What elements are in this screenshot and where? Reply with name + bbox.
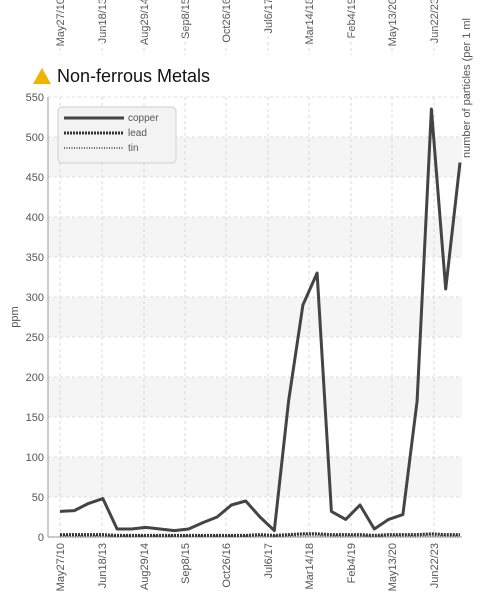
y-tick-label: 250 — [26, 332, 44, 344]
top-strip-tick-label: Aug29/14 — [139, 0, 151, 45]
x-tick-label: May13/20 — [387, 543, 399, 591]
series-line-tin — [60, 534, 460, 538]
top-strip-side-label: number of particles (per 1 ml — [461, 18, 473, 158]
y-tick-label: 450 — [26, 172, 44, 184]
x-tick-label: Jun18/13 — [97, 543, 109, 588]
y-tick-label: 350 — [26, 252, 44, 264]
y-tick-label: 0 — [38, 532, 44, 544]
y-tick-label: 500 — [26, 132, 44, 144]
warning-triangle-icon — [33, 68, 51, 84]
chart-title: Non-ferrous Metals — [57, 66, 210, 86]
top-strip-tick-label: May27/10 — [55, 0, 67, 46]
grid-band — [48, 457, 462, 497]
y-tick-label: 150 — [26, 412, 44, 424]
y-tick-label: 50 — [32, 492, 44, 504]
x-tick-label: Feb4/19 — [346, 543, 358, 583]
x-tick-label: Jul6/17 — [263, 543, 275, 578]
top-strip-tick-label: Mar14/18 — [304, 0, 316, 44]
x-tick-label: Sep8/15 — [180, 543, 192, 584]
y-tick-label: 400 — [26, 212, 44, 224]
top-strip-tick-label: Sep8/15 — [180, 0, 192, 39]
grid-band — [48, 217, 462, 257]
top-strip-tick-label: Jul6/17 — [263, 0, 275, 33]
y-tick-label: 200 — [26, 372, 44, 384]
y-axis-label: ppm — [9, 306, 21, 327]
x-tick-label: Aug29/14 — [139, 543, 151, 590]
y-tick-label: 300 — [26, 292, 44, 304]
legend-label-lead: lead — [128, 128, 147, 139]
grid-band — [48, 297, 462, 337]
y-tick-label: 550 — [26, 92, 44, 104]
top-strip-tick-label: Feb4/19 — [346, 0, 358, 38]
legend: copper lead tin — [57, 106, 177, 164]
legend-label-tin: tin — [128, 143, 139, 154]
legend-label-copper: copper — [128, 113, 159, 124]
y-tick-label: 100 — [26, 452, 44, 464]
x-tick-label: May27/10 — [55, 543, 67, 591]
series-line-copper — [59, 107, 462, 533]
top-strip-tick-label: Jun18/13 — [97, 0, 109, 43]
series-line-lead — [60, 532, 460, 537]
grid-band — [48, 377, 462, 417]
x-tick-label: Mar14/18 — [304, 543, 316, 589]
x-tick-label: Jun22/23 — [429, 543, 441, 588]
x-tick-label: Oct26/16 — [221, 543, 233, 588]
top-strip-tick-label: Jun22/23 — [429, 0, 441, 43]
top-strip-tick-label: Oct26/16 — [221, 0, 233, 43]
top-strip-tick-label: May13/20 — [387, 0, 399, 46]
